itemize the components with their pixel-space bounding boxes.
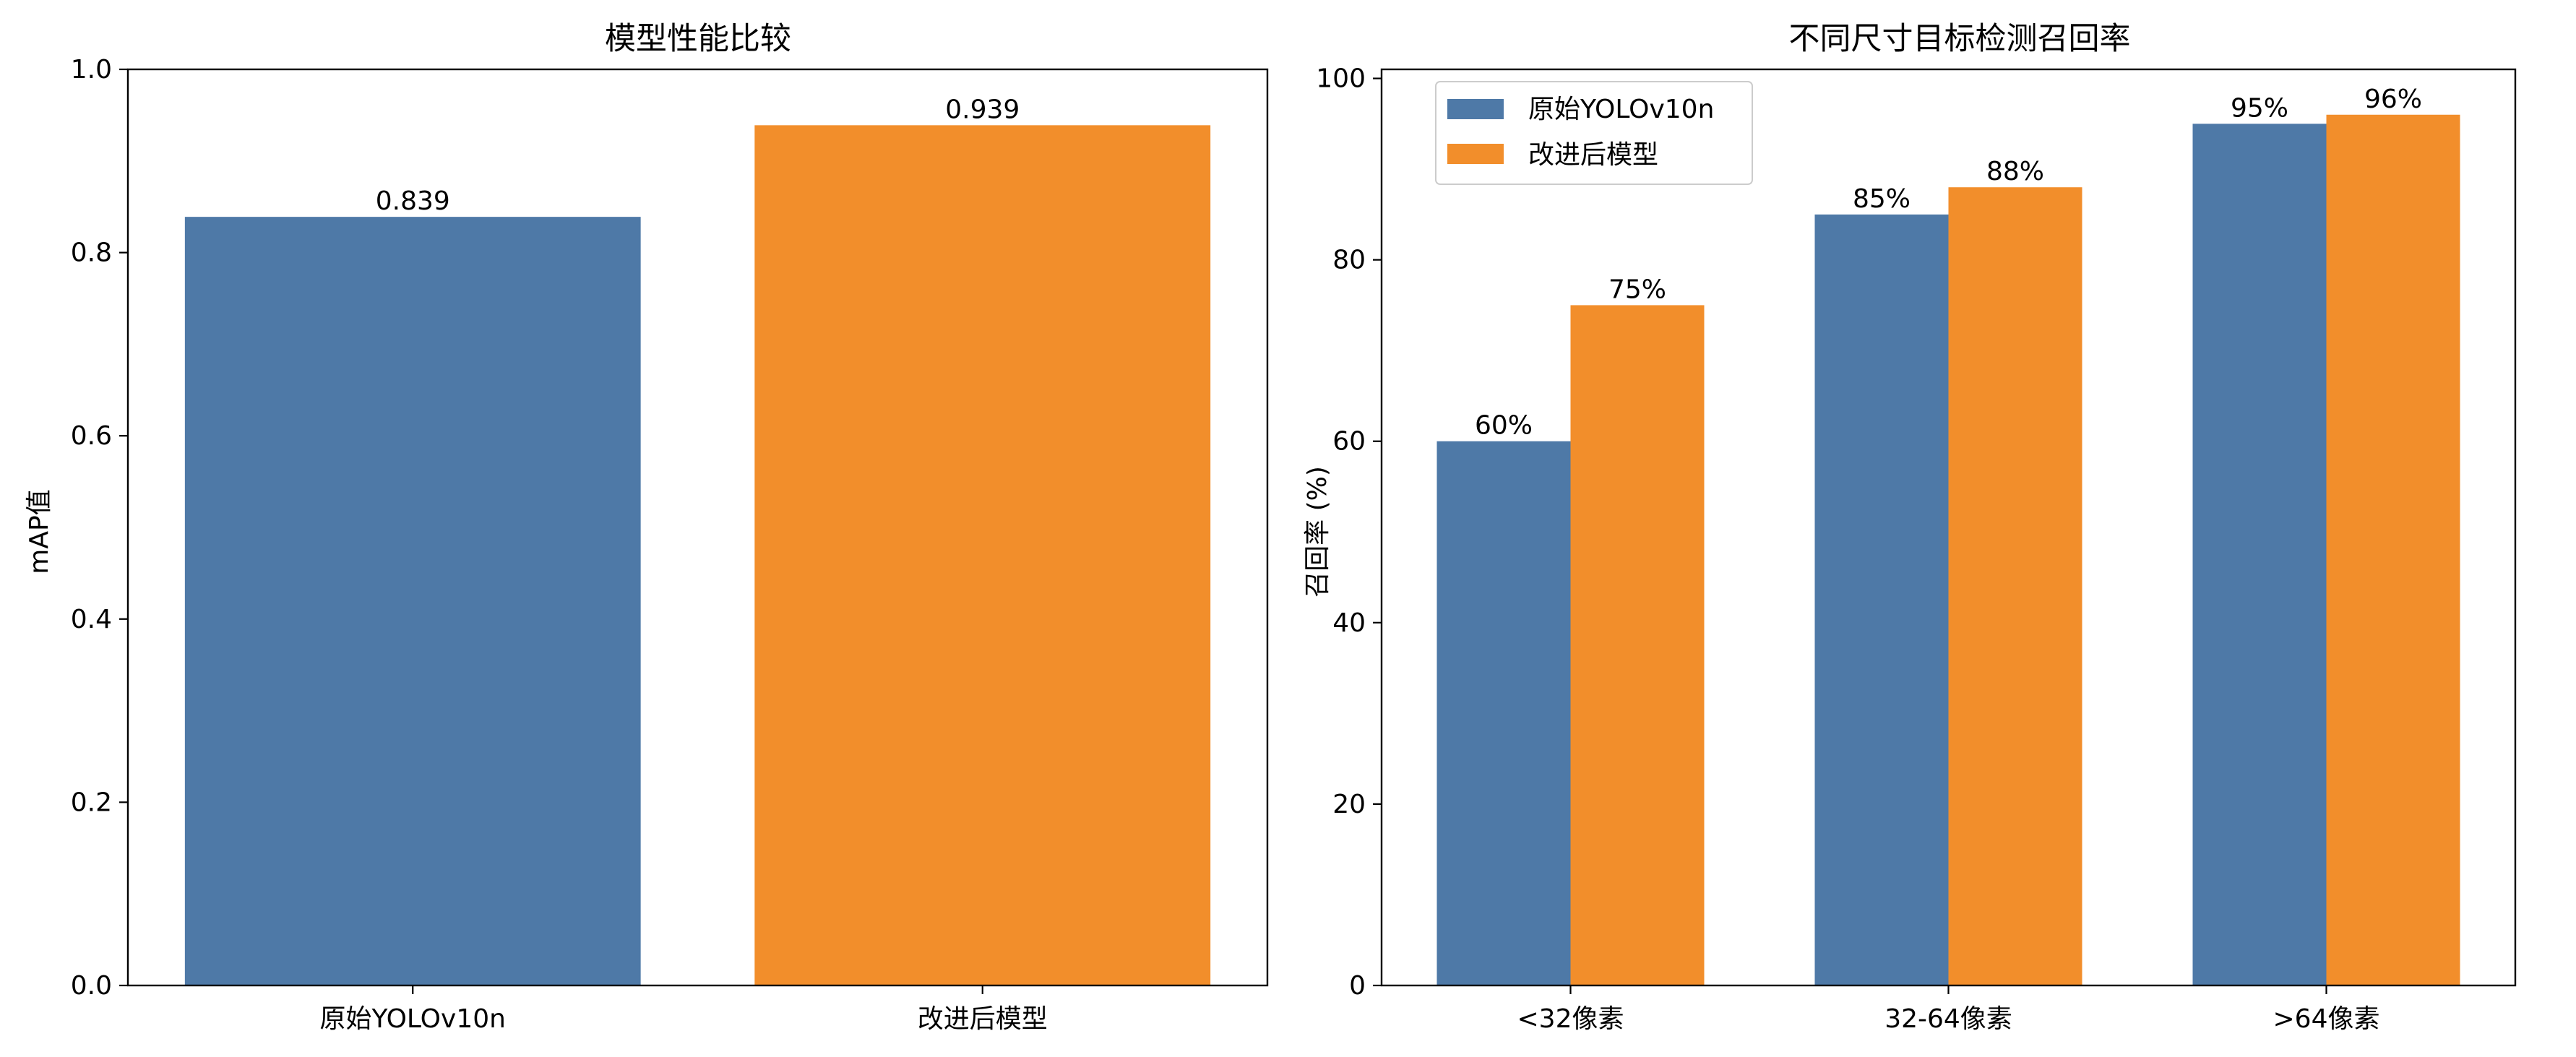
recall-x-tick-label: 32-64像素: [1884, 1004, 2012, 1034]
map-chart-title: 模型性能比较: [605, 21, 791, 57]
recall-y-tick-label: 100: [1316, 64, 1366, 94]
legend-label-improved: 改进后模型: [1528, 140, 1658, 170]
recall-x-ticks: <32像素 32-64像素 >64像素: [1517, 985, 2380, 1034]
map-x-ticks: 原始YOLOv10n 改进后模型: [320, 985, 1048, 1034]
recall-value-label: 96%: [2364, 85, 2422, 114]
recall-x-tick-label: >64像素: [2273, 1004, 2380, 1034]
map-y-axis-title: mAP值: [25, 489, 54, 574]
recall-plot-frame: [1380, 68, 2517, 987]
recall-x-tick-label: <32像素: [1517, 1004, 1624, 1034]
map-bar: [754, 125, 1211, 985]
map-y-tick-label: 0.6: [71, 421, 112, 451]
recall-chart-title: 不同尺寸目标检测召回率: [1789, 21, 2131, 57]
recall-y-axis-title: 召回率 (%): [1303, 466, 1332, 597]
map-y-tick-label: 0.4: [71, 605, 112, 634]
recall-y-tick-label: 40: [1332, 608, 1366, 638]
map-comparison-chart: 模型性能比较 mAP值 0.0 0.2 0.4 0.6 0.8 1.0 原始YOLOv10…: [25, 21, 1269, 1034]
recall-bar: [2192, 124, 2327, 985]
map-y-tick-label: 0.8: [71, 238, 112, 268]
map-y-tick-label: 0.2: [71, 788, 112, 817]
recall-value-label: 95%: [2231, 93, 2288, 123]
map-plot-frame: [126, 68, 1269, 987]
recall-value-label: 75%: [1608, 275, 1666, 304]
recall-value-label: 88%: [1986, 157, 2044, 186]
map-y-ticks: 0.0 0.2 0.4 0.6 0.8 1.0: [71, 55, 128, 1001]
recall-bar: [1948, 187, 2082, 986]
recall-y-ticks: 0 20 40 60 80 100: [1316, 64, 1382, 1001]
map-value-label: 0.939: [945, 95, 1020, 124]
recall-y-tick-label: 0: [1349, 971, 1366, 1001]
map-x-tick-label: 原始YOLOv10n: [320, 1004, 506, 1034]
recall-bar: [2326, 114, 2460, 986]
recall-legend: 原始YOLOv10n 改进后模型: [1435, 81, 1753, 185]
recall-value-label: 60%: [1475, 411, 1533, 441]
recall-by-size-chart: 不同尺寸目标检测召回率 召回率 (%) 0 20 40 60 80 100 <32像素 32…: [1303, 21, 2517, 1034]
legend-swatch-original: [1447, 99, 1504, 119]
legend-label-original: 原始YOLOv10n: [1528, 95, 1714, 124]
legend-frame: [1435, 81, 1753, 185]
recall-bar: [1570, 305, 1705, 985]
map-y-tick-label: 1.0: [71, 55, 112, 85]
recall-bar: [1814, 214, 1949, 985]
recall-value-labels: 60% 75% 85% 88% 95% 96%: [1475, 85, 2422, 441]
map-value-label: 0.839: [376, 186, 450, 216]
map-x-tick-label: 改进后模型: [918, 1004, 1048, 1034]
recall-y-tick-label: 80: [1332, 246, 1366, 275]
map-value-labels: 0.839 0.939: [376, 95, 1020, 216]
recall-bars: [1436, 114, 2460, 986]
recall-y-tick-label: 60: [1332, 427, 1366, 457]
recall-bar: [1436, 441, 1571, 985]
map-bar: [184, 217, 641, 986]
legend-swatch-improved: [1447, 144, 1504, 164]
recall-value-label: 85%: [1853, 184, 1911, 214]
map-bars: [184, 125, 1211, 986]
map-y-tick-label: 0.0: [71, 971, 112, 1001]
recall-y-tick-label: 20: [1332, 790, 1366, 819]
